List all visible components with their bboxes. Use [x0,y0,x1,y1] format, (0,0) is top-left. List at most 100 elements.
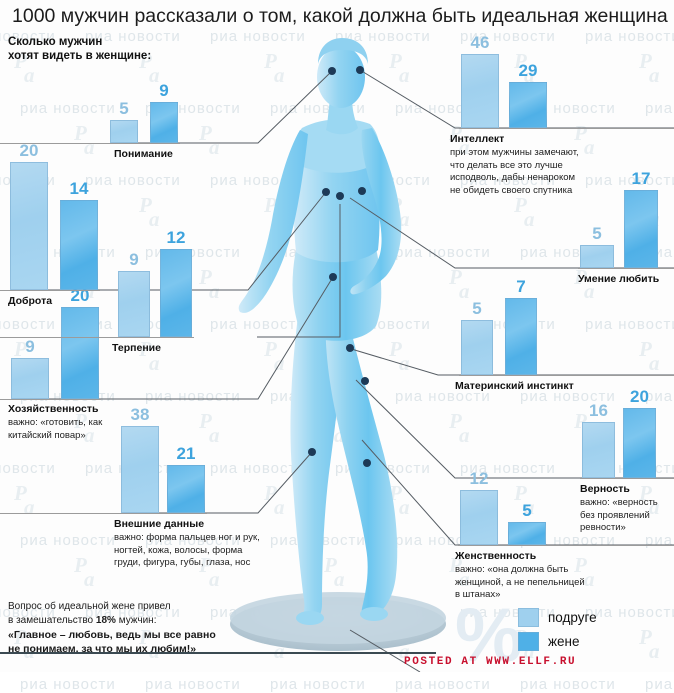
category-note-hozyaystvennost: важно: «готовить, как китайский повар» [8,417,103,441]
footer-percent: 18% [95,615,116,626]
bar-value-hozyaystvennost-wife: 20 [70,286,90,305]
category-label-materinskiy-instinkt: Материнский инстинкт [455,380,574,392]
bar-value-dobrota-friend: 20 [19,141,39,160]
bar-value-terpenie-wife: 12 [166,228,186,248]
bar-group-dobrota: 20 14 [10,140,108,292]
hair [318,38,368,64]
bar-vernost-friend [582,422,615,478]
bar-value-dobrota-wife: 14 [69,179,89,199]
footer-line-2-c: мужчин: [115,615,157,626]
right-foot [360,607,388,621]
bar-materinskiy-instinkt-friend [461,320,493,375]
category-label-vernost: Верность [580,483,630,495]
footer-note: Вопрос об идеальной жене привел в замеша… [8,600,216,656]
bar-vernost-wife [623,408,656,478]
bar-terpenie-friend [118,271,150,337]
legend-swatch-friend-icon [518,607,539,627]
bar-group-hozyaystvennost: 9 20 [11,285,109,401]
category-label-ponimanie: Понимание [114,148,173,160]
left-arm [238,130,308,313]
posted-at-stamp: POSTED AT WWW.ELLF.RU [404,656,577,668]
bar-group-vneshnie-dannye: 38 21 [121,404,215,515]
axis-line-umenie-lyubit [578,268,674,269]
legend-label-friend: подруге [548,609,597,625]
bar-value-vneshnie-dannye-friend: 38 [130,404,150,424]
category-label-dobrota: Доброта [8,295,53,307]
bar-vneshnie-dannye-wife [167,464,205,513]
bar-value-materinskiy-instinkt-wife: 7 [516,277,526,296]
bar-value-zhenstvennost-friend: 12 [469,468,489,488]
bar-intellekt-wife [509,81,547,128]
category-note-vneshnie-dannye: важно: форма пальцев ног и рук, ногтей, к… [114,532,260,568]
right-arm [350,128,402,295]
bar-value-terpenie-friend: 9 [129,250,139,270]
bar-value-umenie-lyubit-friend: 5 [592,223,602,243]
footer-line-2: в замешательство 18% мужчин: [8,614,216,628]
bar-group-intellekt: 46 29 [461,32,557,130]
legend-swatch-wife-icon [518,631,539,651]
axis-line-terpenie [0,337,194,338]
bar-zhenstvennost-wife [508,521,546,545]
bar-value-hozyaystvennost-friend: 9 [25,336,35,356]
bar-dobrota-wife [60,200,98,290]
subtitle-line-2: хотят видеть в женщине: [8,49,152,62]
category-label-intellekt: Интеллект [450,133,505,145]
left-foot [296,611,324,625]
bar-materinskiy-instinkt-wife [505,298,537,375]
legend-item-friend: подруге [518,605,597,629]
bottom-divider [0,652,436,654]
watermark-text: риа новости [270,676,366,693]
neck [326,98,358,135]
category-note-vernost: важно: «верность без проявлений ревности» [580,497,658,533]
axis-line-materinskiy-instinkt [459,375,674,376]
subtitle-line-1: Сколько мужчин [8,36,103,48]
category-note-zhenstvennost: важно: «она должна быть женщиной, а не пе… [455,564,585,600]
chest [294,119,380,173]
bar-value-umenie-lyubit-wife: 17 [631,168,651,188]
footer-line-2-a: в замешательство [8,615,96,626]
watermark-text: риа новости [645,676,674,693]
bar-value-zhenstvennost-wife: 5 [522,500,532,520]
bar-intellekt-friend [461,54,499,128]
bar-ponimanie-friend [110,119,138,143]
watermark-text: риа новости [145,676,241,693]
bar-value-intellekt-wife: 29 [518,60,538,80]
bar-vneshnie-dannye-friend [121,425,159,513]
category-label-hozyaystvennost: Хозяйственность [8,403,99,415]
axis-line-vneshnie-dannye [0,513,207,514]
right-leg [325,300,398,618]
bar-terpenie-wife [160,249,192,337]
watermark-text: риа новости [395,676,491,693]
bar-hozyaystvennost-friend [11,357,49,399]
bar-ponimanie-wife [150,101,178,143]
bar-dobrota-friend [10,162,48,290]
bar-value-vernost-friend: 16 [589,401,608,420]
watermark-text: риа новости [520,676,616,693]
bar-value-ponimanie-friend: 5 [119,98,129,118]
category-label-terpenie: Терпение [112,342,161,354]
axis-line-zhenstvennost [458,545,674,546]
axis-line-vernost [580,478,674,479]
torso [294,141,380,263]
legend-item-wife: жене [518,629,597,653]
legend-label-wife: жене [548,633,580,649]
infographic-root: риа новости риа новости риа новости риа нов… [0,5,674,693]
bar-value-vernost-wife: 20 [630,387,649,406]
axis-line-hozyaystvennost [0,399,101,400]
bar-group-vernost: 16 20 [582,386,666,480]
footer-line-1: Вопрос об идеальной жене привел [8,601,171,612]
female-silhouette-figure [230,38,446,651]
category-label-vneshnie-dannye: Внешние данные [114,518,205,530]
bar-umenie-lyubit-wife [624,189,658,268]
head [317,46,365,108]
axis-line-intellekt [459,128,674,129]
watermark-text: риа новости [20,676,116,693]
bar-value-ponimanie-wife: 9 [159,80,169,100]
footer-quote-line-1: «Главное – любовь, ведь мы все равно [8,629,216,641]
bar-group-zhenstvennost: 12 5 [460,468,556,547]
bar-value-vneshnie-dannye-wife: 21 [176,443,196,463]
subtitle: Сколько мужчин хотят видеть в женщине: [8,36,151,63]
page-title: 1000 мужчин рассказали о том, какой долж… [12,5,668,27]
